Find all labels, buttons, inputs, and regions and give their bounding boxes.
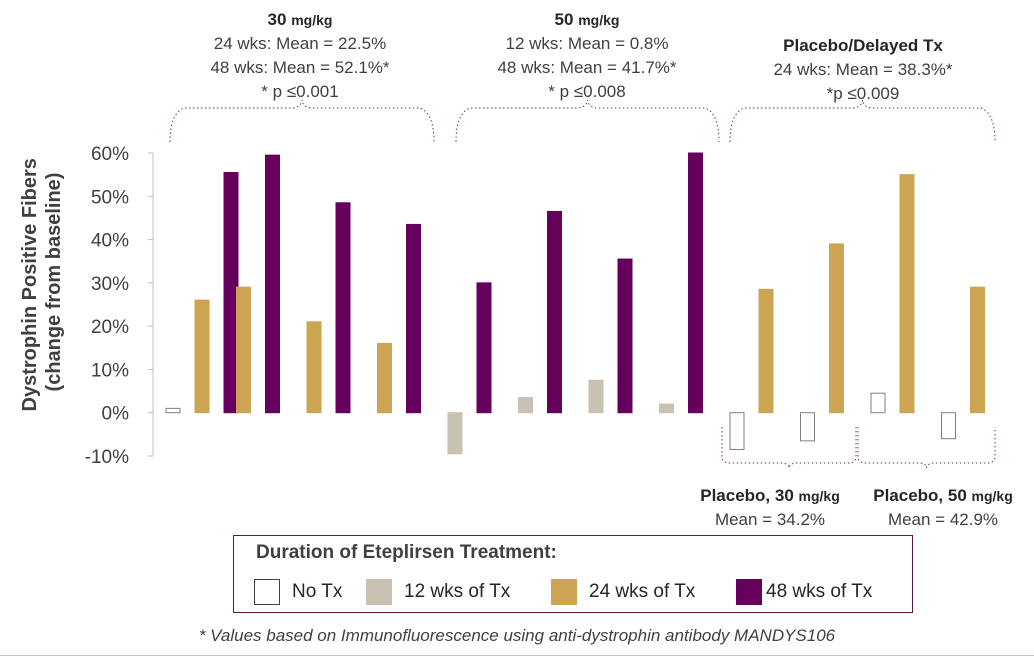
- bar-no-tx-1: [165, 407, 181, 414]
- group-50-title: 50: [554, 10, 574, 29]
- bracket-placebo-30: [721, 427, 857, 469]
- y-tick-label: 10%: [91, 360, 129, 381]
- legend-swatch-no-tx: [254, 579, 280, 605]
- group-30-annotation: 30 mg/kg 24 wks: Mean = 22.5% 48 wks: Me…: [175, 8, 425, 104]
- group-30-line2: 48 wks: Mean = 52.1%*: [210, 58, 390, 77]
- legend-swatch-24wks: [551, 579, 577, 605]
- bar-48-wks-of-tx-1: [223, 171, 239, 414]
- y-tick-label: 50%: [91, 187, 129, 208]
- bar-48-wks-of-tx-8: [688, 152, 703, 414]
- bar-no-tx-10: [800, 412, 815, 442]
- placebo-50-unit: mg/kg: [971, 488, 1013, 504]
- y-axis-label: Dystrophin Positive Fibers (change from …: [19, 153, 65, 412]
- bar-chart: -10% 0% 10% 20% 30% 40% 50% 60% Dystrophin Posi…: [19, 99, 996, 469]
- group-50-unit: mg/kg: [578, 12, 620, 28]
- group-30-title: 30: [267, 10, 287, 29]
- bar-12-wks-of-tx-5: [447, 412, 463, 455]
- bar-24-wks-of-tx-2: [236, 286, 251, 414]
- group-50-line3: * p ≤0.008: [548, 82, 626, 101]
- legend-item-48wks: 48 wks of Tx: [736, 578, 872, 606]
- placebo-30-unit: mg/kg: [798, 488, 840, 504]
- bar-12-wks-of-tx-6: [518, 397, 533, 414]
- legend-label-12wks: 12 wks of Tx: [404, 581, 511, 602]
- y-tick-label: 20%: [91, 317, 129, 338]
- y-tick-label: 40%: [91, 231, 129, 252]
- group-placebo-line2: *p ≤0.009: [826, 84, 900, 103]
- bar-24-wks-of-tx-4: [377, 342, 392, 414]
- group-placebo-annotation: Placebo/Delayed Tx 24 wks: Mean = 38.3%*…: [738, 34, 988, 106]
- y-tick-label: -10%: [85, 447, 129, 468]
- bracket-30mg: [169, 99, 435, 143]
- legend-swatch-48wks: [736, 579, 762, 605]
- footnote: * Values based on Immunofluorescence usi…: [198, 626, 836, 645]
- bar-12-wks-of-tx-7: [588, 379, 604, 414]
- group-50-line2: 48 wks: Mean = 41.7%*: [497, 58, 677, 77]
- bracket-placebo-50: [857, 427, 996, 469]
- legend-label-48wks: 48 wks of Tx: [766, 581, 873, 602]
- placebo-50-title: Placebo, 50: [873, 486, 967, 505]
- group-placebo-title: Placebo/Delayed Tx: [783, 36, 943, 55]
- bar-24-wks-of-tx-10: [829, 243, 844, 414]
- legend-label-no-tx: No Tx: [292, 581, 343, 602]
- group-50-line1: 12 wks: Mean = 0.8%: [505, 34, 669, 53]
- bar-48-wks-of-tx-5: [476, 282, 492, 414]
- legend-item-24wks: 24 wks of Tx: [551, 578, 695, 606]
- bar-no-tx-9: [729, 412, 745, 451]
- group-50-annotation: 50 mg/kg 12 wks: Mean = 0.8% 48 wks: Mea…: [462, 8, 712, 104]
- group-placebo-line1: 24 wks: Mean = 38.3%*: [773, 60, 953, 79]
- legend: Duration of Eteplirsen Treatment: No Tx …: [233, 535, 913, 613]
- bar-24-wks-of-tx-3: [306, 321, 322, 414]
- bar-no-tx-11: [870, 392, 886, 414]
- bar-24-wks-of-tx-12: [970, 286, 985, 414]
- bar-48-wks-of-tx-3: [335, 202, 351, 414]
- bar-24-wks-of-tx-9: [758, 288, 774, 414]
- bottom-divider: [0, 655, 1034, 656]
- bar-24-wks-of-tx-1: [194, 299, 210, 414]
- y-axis-label-line1: Dystrophin Positive Fibers: [19, 158, 41, 411]
- group-30-unit: mg/kg: [291, 12, 333, 28]
- placebo-50-mean: Mean = 42.9%: [887, 510, 999, 529]
- bar-48-wks-of-tx-2: [265, 154, 280, 414]
- placebo-50-annotation: Placebo, 50 mg/kg Mean = 42.9%: [852, 484, 1034, 532]
- y-tick-label: 30%: [91, 274, 129, 295]
- legend-title: Duration of Eteplirsen Treatment:: [256, 542, 557, 563]
- placebo-30-annotation: Placebo, 30 mg/kg Mean = 34.2%: [675, 484, 865, 532]
- placebo-30-title: Placebo, 30: [700, 486, 794, 505]
- bar-24-wks-of-tx-11: [899, 174, 915, 414]
- legend-item-12wks: 12 wks of Tx: [366, 578, 510, 606]
- legend-label-24wks: 24 wks of Tx: [589, 581, 696, 602]
- y-tick-label: 0%: [102, 404, 130, 425]
- legend-swatch-12wks: [366, 579, 392, 605]
- bar-12-wks-of-tx-8: [659, 403, 674, 414]
- bar-no-tx-12: [941, 412, 956, 440]
- bracket-50mg: [455, 99, 720, 143]
- bar-48-wks-of-tx-4: [406, 223, 421, 414]
- bar-48-wks-of-tx-6: [547, 210, 562, 414]
- placebo-30-mean: Mean = 34.2%: [714, 510, 826, 529]
- bar-48-wks-of-tx-7: [617, 258, 633, 414]
- y-axis-label-line2: (change from baseline): [43, 173, 65, 392]
- bracket-placebo: [729, 99, 996, 143]
- legend-item-no-tx: No Tx: [254, 578, 342, 606]
- group-30-line1: 24 wks: Mean = 22.5%: [213, 34, 387, 53]
- group-30-line3: * p ≤0.001: [261, 82, 339, 101]
- y-tick-label: 60%: [91, 144, 129, 165]
